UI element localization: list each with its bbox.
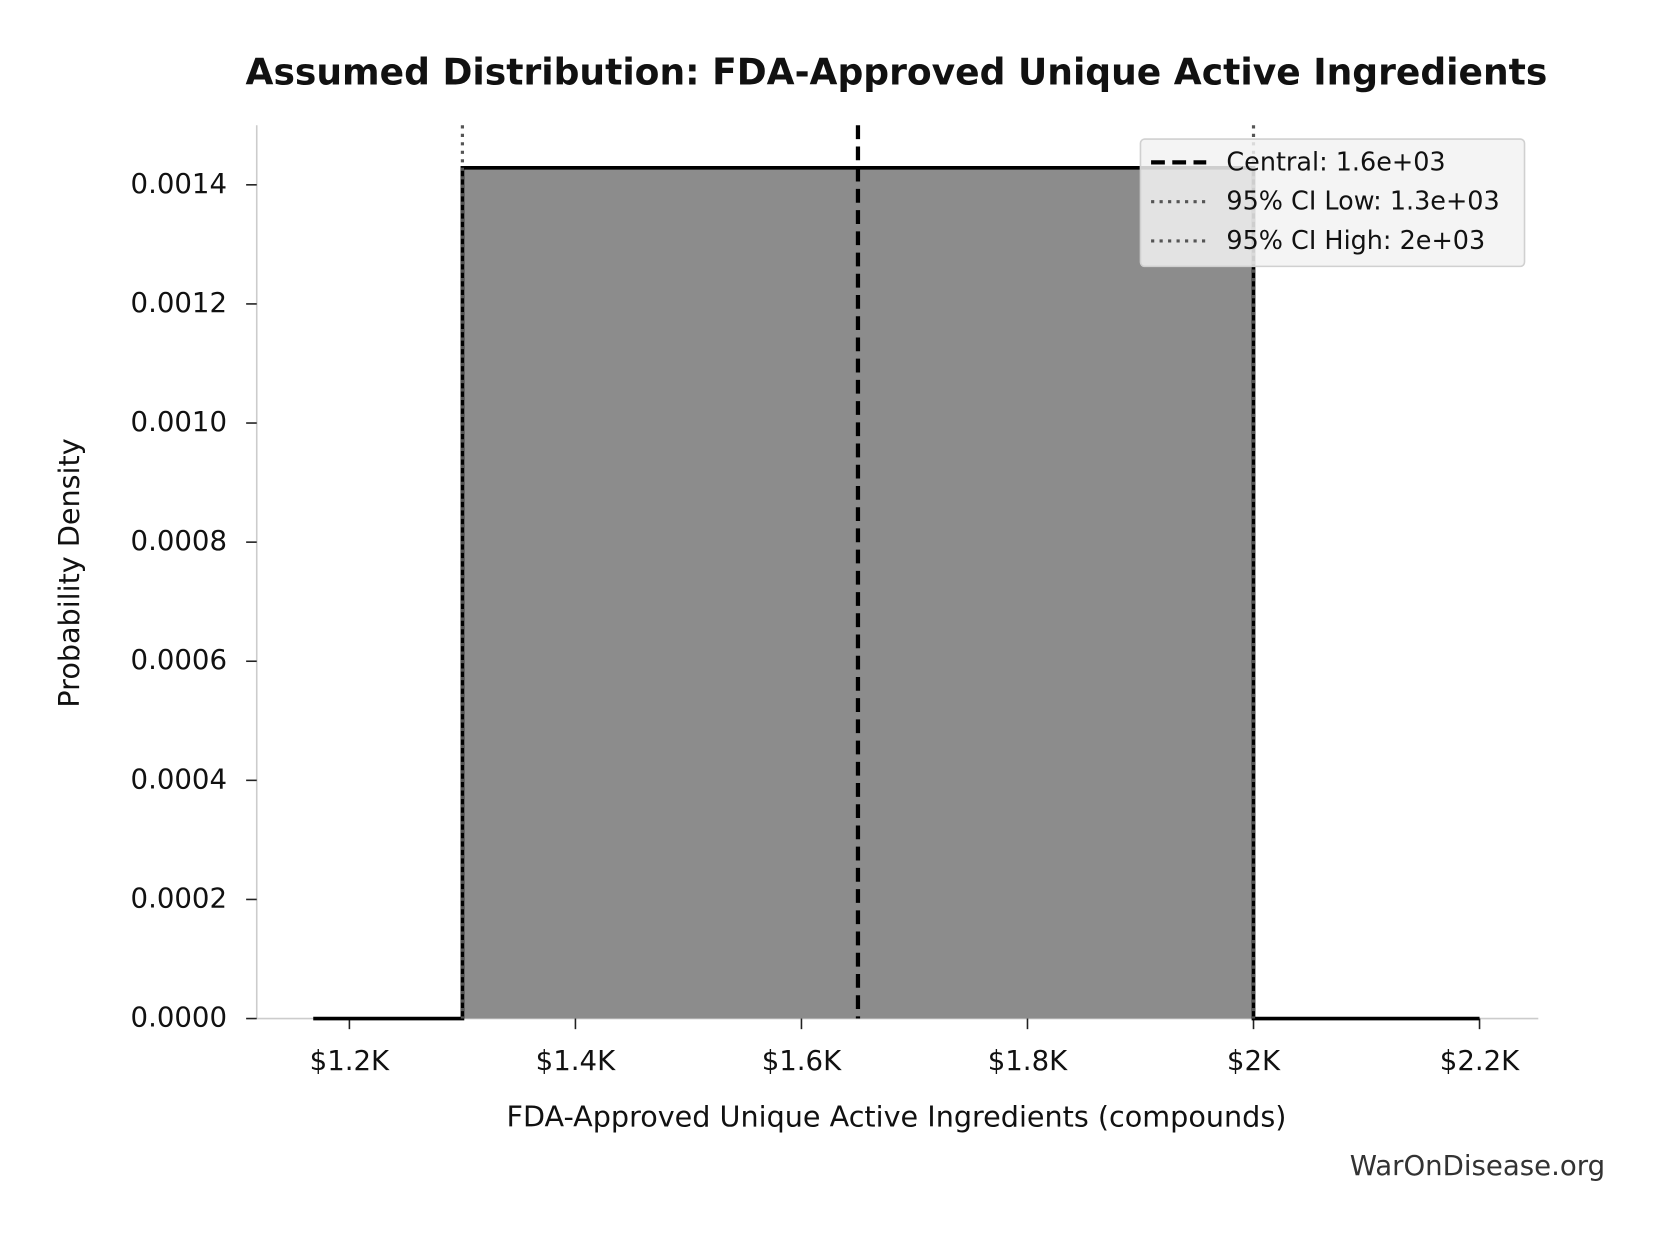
y-tick-label: 0.0012 — [131, 286, 228, 319]
x-axis-label: FDA-Approved Unique Active Ingredients (… — [507, 1099, 1287, 1133]
legend-label: 95% CI Low: 1.3e+03 — [1226, 187, 1499, 217]
y-tick-label: 0.0002 — [131, 881, 228, 914]
density-area — [313, 167, 1480, 1019]
x-tick-label: $1.6K — [762, 1044, 842, 1077]
chart-title: Assumed Distribution: FDA-Approved Uniqu… — [246, 51, 1548, 93]
y-tick-label: 0.0004 — [131, 762, 228, 795]
y-tick-label: 0.0014 — [131, 167, 228, 200]
legend-label: 95% CI High: 2e+03 — [1226, 226, 1485, 256]
legend: Central: 1.6e+03 95% CI Low: 1.3e+03 95% C… — [1139, 138, 1526, 268]
x-tick-label: $1.4K — [536, 1044, 616, 1077]
y-axis-label: Probability Density — [52, 438, 86, 707]
legend-box — [1139, 138, 1526, 268]
y-tick-label: 0.0008 — [131, 524, 228, 557]
y-tick-label: 0.0006 — [131, 643, 228, 676]
x-tick-label: $2K — [1227, 1044, 1281, 1077]
legend-label: Central: 1.6e+03 — [1226, 147, 1445, 177]
watermark: WarOnDisease.org — [1350, 1149, 1605, 1182]
x-tick-label: $1.8K — [988, 1044, 1068, 1077]
x-tick-label: $2.2K — [1440, 1044, 1520, 1077]
y-tick-label: 0.0000 — [131, 1001, 228, 1034]
x-tick-label: $1.2K — [310, 1044, 390, 1077]
y-tick-label: 0.0010 — [131, 405, 228, 438]
